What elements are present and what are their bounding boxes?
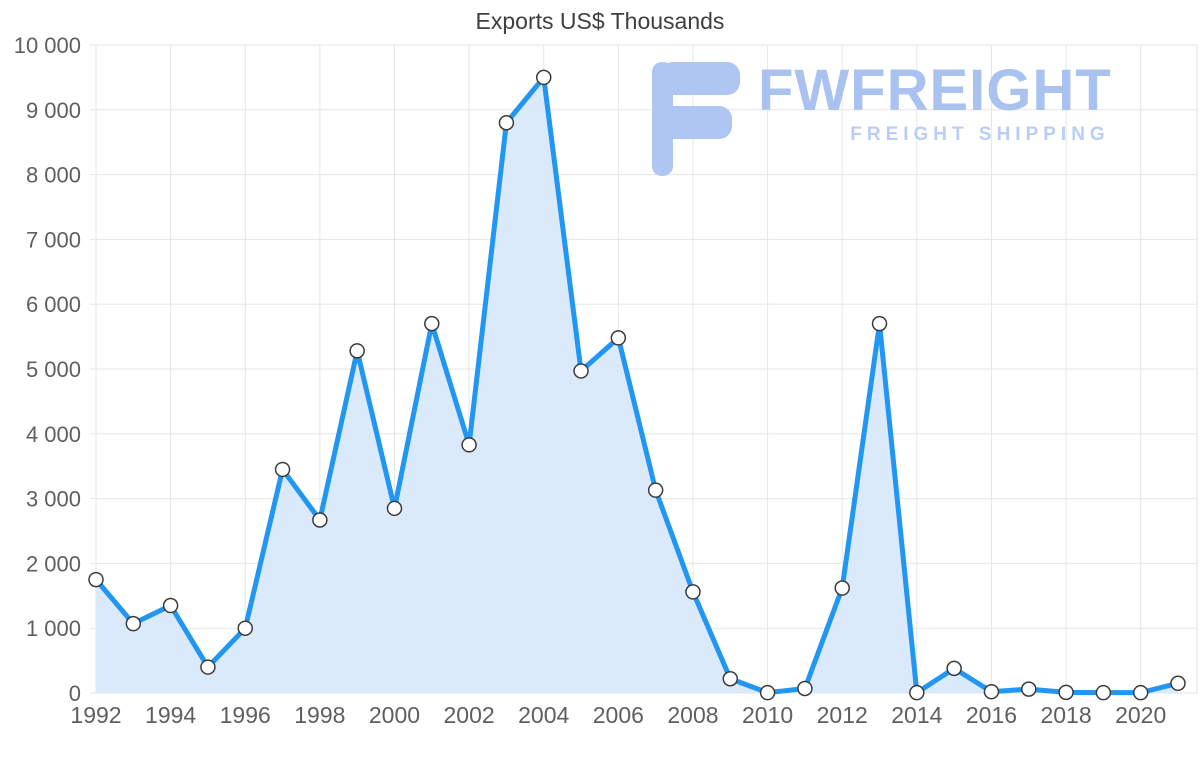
- data-point-marker-1995[interactable]: [200, 659, 216, 675]
- x-axis-tick-label: 2006: [593, 702, 644, 728]
- data-point-marker-2013[interactable]: [871, 315, 888, 332]
- data-point-marker-2014[interactable]: [909, 684, 925, 701]
- y-axis-tick-label: 5 000: [26, 357, 81, 382]
- x-axis-tick-label: 1998: [294, 702, 345, 728]
- x-axis-tick-label: 2002: [444, 702, 495, 728]
- data-point-marker-2017[interactable]: [1021, 681, 1037, 697]
- y-axis-tick-label: 9 000: [26, 98, 81, 123]
- data-point-marker-2011[interactable]: [797, 680, 813, 697]
- data-point-marker-2016[interactable]: [983, 683, 1000, 700]
- y-axis-tick-label: 8 000: [26, 163, 81, 188]
- data-point-marker-1997[interactable]: [274, 461, 291, 478]
- chart-title: Exports US$ Thousands: [475, 8, 725, 34]
- x-axis-tick-label: 2000: [369, 702, 420, 728]
- x-axis-tick-label: 1992: [70, 702, 121, 728]
- y-axis-tick-label: 4 000: [26, 422, 81, 447]
- x-axis-tick-label: 2016: [966, 702, 1017, 728]
- x-axis-tick-label: 2010: [742, 702, 793, 728]
- area-fill: [96, 77, 1178, 693]
- x-axis-tick-label: 2020: [1115, 702, 1166, 728]
- data-point-marker-2010[interactable]: [759, 684, 776, 701]
- y-axis-tick-label: 1 000: [26, 616, 81, 641]
- y-axis-tick-label: 3 000: [26, 487, 81, 512]
- x-axis-tick-label: 2008: [667, 702, 718, 728]
- y-axis-tick-label: 2 000: [26, 551, 81, 576]
- data-point-marker-2019[interactable]: [1095, 684, 1112, 701]
- x-axis-tick-label: 2014: [891, 702, 942, 728]
- x-axis-tick-label: 2018: [1040, 702, 1091, 728]
- data-point-marker-1996[interactable]: [237, 620, 253, 636]
- data-point-marker-1992[interactable]: [88, 571, 104, 588]
- y-axis-tick-label: 6 000: [26, 292, 81, 317]
- data-point-marker-2015[interactable]: [946, 660, 962, 677]
- x-axis-tick-label: 2004: [518, 702, 569, 728]
- data-point-marker-1999[interactable]: [349, 343, 365, 359]
- data-point-marker-2007[interactable]: [647, 482, 664, 498]
- data-point-marker-2002[interactable]: [461, 437, 477, 453]
- y-axis-tick-label: 0: [69, 681, 81, 706]
- data-point-marker-2000[interactable]: [386, 500, 403, 517]
- data-point-marker-2003[interactable]: [498, 115, 515, 131]
- data-point-marker-1994[interactable]: [162, 597, 179, 614]
- data-point-marker-1998[interactable]: [312, 512, 328, 528]
- data-point-marker-2006[interactable]: [610, 330, 627, 346]
- x-axis-tick-label: 1996: [220, 702, 271, 728]
- data-point-marker-2021[interactable]: [1170, 675, 1186, 692]
- data-point-marker-1993[interactable]: [125, 615, 142, 632]
- data-point-marker-2012[interactable]: [834, 580, 850, 596]
- data-point-marker-2005[interactable]: [573, 363, 589, 379]
- data-point-marker-2018[interactable]: [1058, 684, 1074, 701]
- data-point-marker-2008[interactable]: [685, 584, 701, 600]
- data-point-marker-2001[interactable]: [424, 315, 440, 332]
- x-axis-tick-label: 1994: [145, 702, 196, 728]
- y-axis-tick-label: 7 000: [26, 227, 81, 252]
- data-point-marker-2009[interactable]: [722, 670, 739, 687]
- x-axis-tick-label: 2012: [817, 702, 868, 728]
- data-point-marker-2020[interactable]: [1132, 684, 1149, 701]
- y-axis-tick-label: 10 000: [14, 33, 81, 58]
- data-point-marker-2004[interactable]: [535, 69, 552, 86]
